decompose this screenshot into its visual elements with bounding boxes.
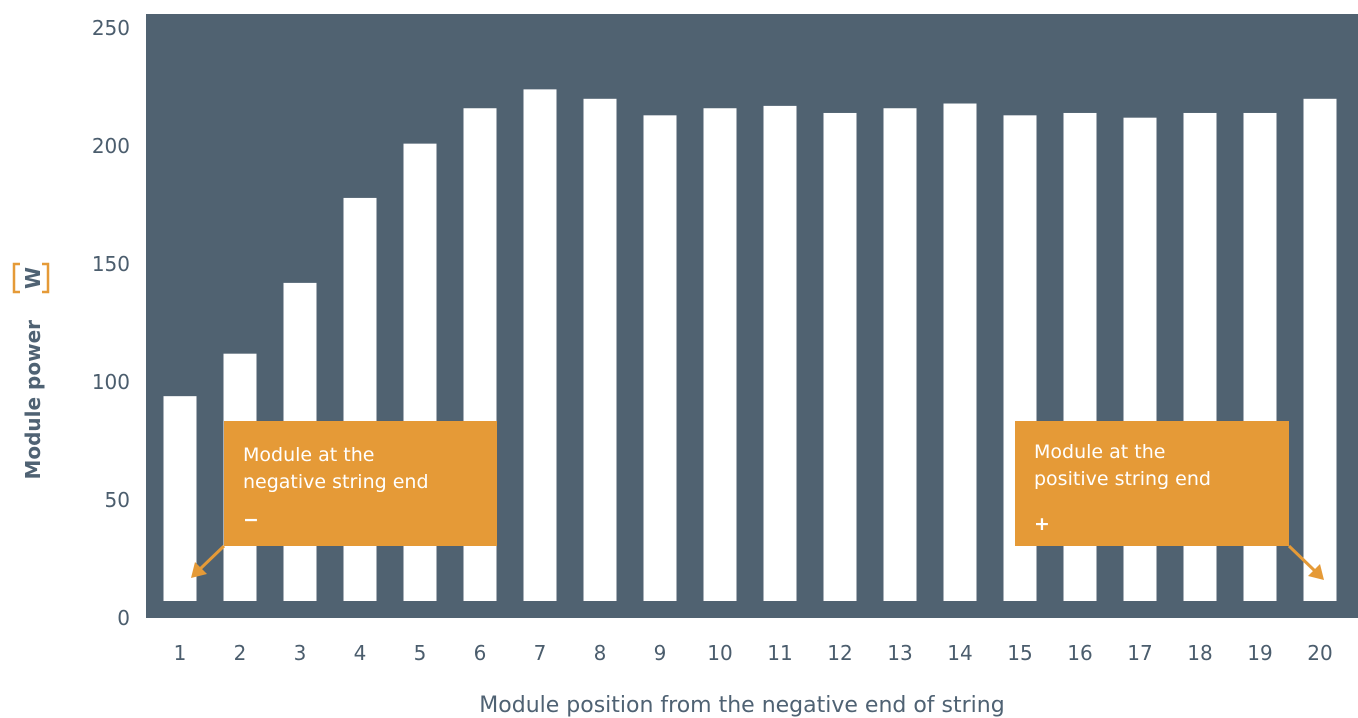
bar-7 xyxy=(523,89,557,602)
callout-positive-end: Module at the positive string end + xyxy=(1015,421,1324,580)
x-tick-label: 20 xyxy=(1307,641,1332,665)
x-axis-title: Module position from the negative end of… xyxy=(479,693,1004,718)
y-axis-unit: W xyxy=(21,267,45,289)
bar-8 xyxy=(583,98,617,602)
y-tick-label: 0 xyxy=(117,606,130,630)
bar-1 xyxy=(163,396,197,601)
y-axis-ticks: 0 50 100 150 200 250 xyxy=(92,16,130,630)
callout-arrowhead xyxy=(1308,564,1324,580)
x-tick-label: 5 xyxy=(414,641,427,665)
unit-bracket-left xyxy=(12,262,20,294)
bar-20 xyxy=(1303,98,1337,602)
minus-icon: − xyxy=(243,509,259,531)
y-axis-title-group: Module power W xyxy=(12,262,50,480)
x-tick-label: 7 xyxy=(534,641,547,665)
callout-box xyxy=(1015,421,1289,546)
callout-arrowhead xyxy=(191,562,207,578)
x-tick-label: 18 xyxy=(1187,641,1212,665)
y-tick-label: 50 xyxy=(105,488,130,512)
y-tick-label: 250 xyxy=(92,16,130,40)
x-tick-label: 11 xyxy=(767,641,792,665)
callout-line2: negative string end xyxy=(243,471,429,493)
callout-negative-end: Module at the negative string end − xyxy=(191,421,497,578)
x-tick-label: 19 xyxy=(1247,641,1272,665)
y-axis-title: Module power xyxy=(21,320,45,480)
x-tick-label: 14 xyxy=(947,641,972,665)
x-tick-label: 13 xyxy=(887,641,912,665)
y-tick-label: 150 xyxy=(92,252,130,276)
bar-12 xyxy=(823,112,857,602)
x-tick-label: 16 xyxy=(1067,641,1092,665)
bar-14 xyxy=(943,103,977,602)
unit-bracket-right xyxy=(42,262,50,294)
x-tick-label: 4 xyxy=(354,641,367,665)
y-tick-label: 200 xyxy=(92,134,130,158)
x-tick-label: 3 xyxy=(294,641,307,665)
x-tick-label: 15 xyxy=(1007,641,1032,665)
x-tick-label: 17 xyxy=(1127,641,1152,665)
callout-line2: positive string end xyxy=(1034,468,1211,490)
x-tick-label: 1 xyxy=(174,641,187,665)
bar-13 xyxy=(883,108,917,602)
callout-arrow-line xyxy=(197,544,226,572)
y-tick-label: 100 xyxy=(92,370,130,394)
bar-10 xyxy=(703,108,737,602)
plus-icon: + xyxy=(1034,513,1050,535)
x-axis-ticks: 1 2 3 4 5 6 7 8 9 10 11 12 13 14 15 16 17 18 19 20 xyxy=(174,641,1333,665)
x-tick-label: 10 xyxy=(707,641,732,665)
x-tick-label: 2 xyxy=(234,641,247,665)
callout-box xyxy=(224,421,497,546)
x-tick-label: 8 xyxy=(594,641,607,665)
callout-arrow-line xyxy=(1287,544,1318,574)
callout-line1: Module at the xyxy=(243,444,374,466)
x-tick-label: 6 xyxy=(474,641,487,665)
callout-line1: Module at the xyxy=(1034,441,1165,463)
bar-11 xyxy=(763,105,797,601)
x-tick-label: 9 xyxy=(654,641,667,665)
x-tick-label: 12 xyxy=(827,641,852,665)
bar-9 xyxy=(643,115,677,601)
